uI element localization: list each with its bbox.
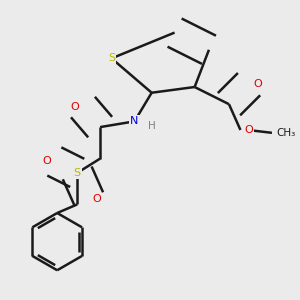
Text: O: O <box>92 194 101 204</box>
Text: S: S <box>108 53 115 63</box>
Text: N: N <box>130 116 139 126</box>
Text: O: O <box>253 79 262 89</box>
Text: S: S <box>74 168 81 178</box>
Text: O: O <box>42 157 51 166</box>
Text: CH₃: CH₃ <box>276 128 296 138</box>
Text: H: H <box>148 121 155 131</box>
Text: O: O <box>70 102 79 112</box>
Text: O: O <box>244 125 253 135</box>
